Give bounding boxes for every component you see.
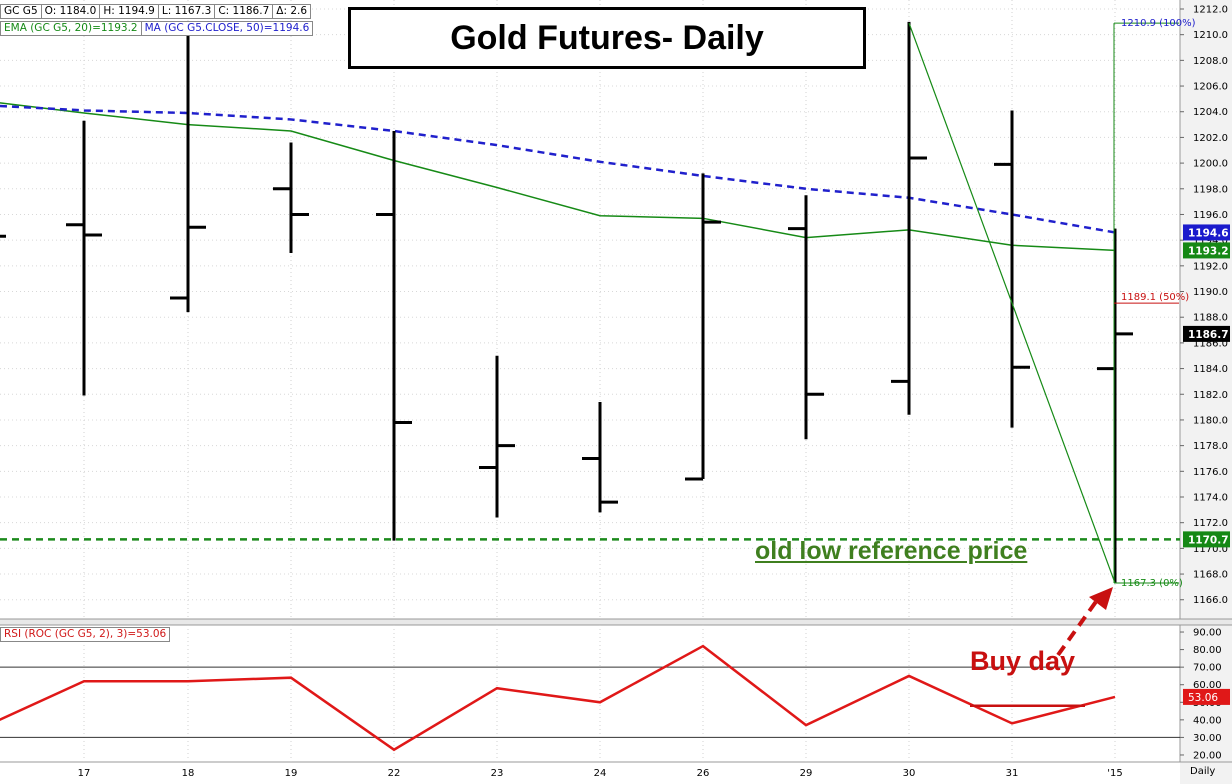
rsi-value-tag [1183,688,1230,705]
price-tag-label: 1193.2 [1188,245,1229,257]
fib-label-0: 1167.3 (0%) [1121,578,1183,589]
rsi-legend: RSI (ROC (GC G5, 2), 3)=53.06 [0,627,171,642]
y-tick-label: 1206.0 [1193,82,1228,93]
price-tag-box [1183,531,1230,548]
price-tag: 1193.2 [1183,242,1230,259]
price-tag-box [1183,224,1230,241]
y-tick-label: 1170.0 [1193,544,1228,555]
rsi-pane: 20.0030.0040.0050.0060.0070.0080.0090.00… [0,628,1230,761]
y-tick-label: 1172.0 [1193,518,1228,529]
y-tick-label: 1168.0 [1193,570,1228,581]
x-tick-label: 18 [182,768,195,779]
y-tick-label: 1176.0 [1193,467,1228,478]
y-tick-label: 1202.0 [1193,133,1228,144]
price-tag-label: 1170.7 [1188,534,1229,546]
y-tick-label: 1194.0 [1193,236,1228,247]
rsi-tick-label: 80.00 [1193,645,1222,656]
ma-legend: MA (GC G5.CLOSE, 50)=1194.6 [144,22,310,34]
y-tick-label: 1186.0 [1193,338,1228,349]
ema-20-line [0,102,1116,252]
x-tick-label: 17 [78,768,91,779]
price-tag: 1170.7 [1183,531,1230,548]
x-tick-label: 31 [1006,768,1019,779]
ohlc-info-bar: GC G5 O: 1184.0 H: 1194.9 L: 1167.3 C: 1… [0,4,312,19]
rsi-tick-label: 60.00 [1193,680,1222,691]
x-tick-label: 22 [388,768,401,779]
x-tick-label: 30 [903,768,916,779]
ohlc-bar [994,110,1030,428]
fibonacci-tool: 1210.9 (100%) 1189.1 (50%) 1167.3 (0%) [908,18,1196,589]
y-tick-label: 1184.0 [1193,364,1228,375]
old-low-annotation: old low reference price [755,537,1028,565]
y-tick-label: 1166.0 [1193,595,1228,606]
y-tick-label: 1204.0 [1193,107,1228,118]
ohlc-bar [66,120,102,396]
rsi-tick-label: 90.00 [1193,628,1222,639]
chart-title: Gold Futures- Daily [348,7,866,69]
ohlc-bar [788,195,824,440]
ohlc-bar [273,142,309,253]
ohlc-bar [376,130,412,541]
fib-trendline [908,22,1116,584]
rsi-tick-label: 70.00 [1193,663,1222,674]
rsi-tick-label: 20.00 [1193,750,1222,761]
buy-day-arrow-shaft [1056,594,1102,657]
price-tag-box [1183,325,1230,342]
y-tick-label: 1188.0 [1193,313,1228,324]
y-tick-label: 1212.0 [1193,4,1228,15]
y-tick-label: 1208.0 [1193,56,1228,67]
high-value: H: 1194.9 [100,5,159,18]
fib-label-50: 1189.1 (50%) [1121,292,1189,303]
price-tag: 1186.7 [1183,325,1230,342]
buy-day-arrow-head [1089,587,1113,610]
pane-separator [0,619,1232,625]
ema-legend: EMA (GC G5, 20)=1193.2 [1,22,142,35]
ohlc-bar [582,401,618,513]
y-tick-label: 1182.0 [1193,390,1228,401]
x-tick-label: 24 [594,768,607,779]
rsi-tick-label: 40.00 [1193,715,1222,726]
symbol-label: GC G5 [1,5,42,18]
rsi-tick-label: 30.00 [1193,733,1222,744]
y-tick-label: 1200.0 [1193,159,1228,170]
axis-background [1180,0,1232,784]
periodicity-label: Daily [1190,766,1216,777]
y-tick-label: 1178.0 [1193,441,1228,452]
ohlc-bar [891,21,927,415]
x-tick-label: 23 [491,768,504,779]
y-tick-label: 1190.0 [1193,287,1228,298]
ma-50-line [0,104,1116,234]
ohlc-bar [170,28,206,313]
buy-day-arrow [1056,587,1113,657]
open-value: O: 1184.0 [42,5,101,18]
ohlc-bar [685,173,721,481]
x-tick-label: '15 [1107,768,1122,779]
y-tick-label: 1196.0 [1193,210,1228,221]
ohlc-bar [1097,228,1133,584]
price-tag: 1194.6 [1183,224,1230,241]
y-tick-label: 1210.0 [1193,30,1228,41]
y-tick-label: 1174.0 [1193,492,1228,503]
fib-label-100: 1210.9 (100%) [1121,18,1196,29]
x-tick-label: 26 [697,768,710,779]
ohlc-bar [479,355,515,518]
change-value: Δ: 2.6 [276,5,308,17]
y-tick-label: 1180.0 [1193,415,1228,426]
x-tick-label: 19 [285,768,298,779]
close-value: C: 1186.7 [215,5,274,18]
price-tag-box [1183,242,1230,259]
low-value: L: 1167.3 [159,5,216,18]
rsi-value-tag-label: 53.06 [1188,692,1218,704]
price-tag-label: 1186.7 [1188,329,1229,341]
x-tick-label: 29 [800,768,813,779]
y-tick-label: 1192.0 [1193,261,1228,272]
moving-average-legend: EMA (GC G5, 20)=1193.2 MA (GC G5.CLOSE, … [0,21,314,36]
price-tag-label: 1194.6 [1188,227,1229,239]
rsi-line [0,644,1116,752]
y-tick-label: 1198.0 [1193,184,1228,195]
buy-day-annotation: Buy day [970,646,1076,676]
